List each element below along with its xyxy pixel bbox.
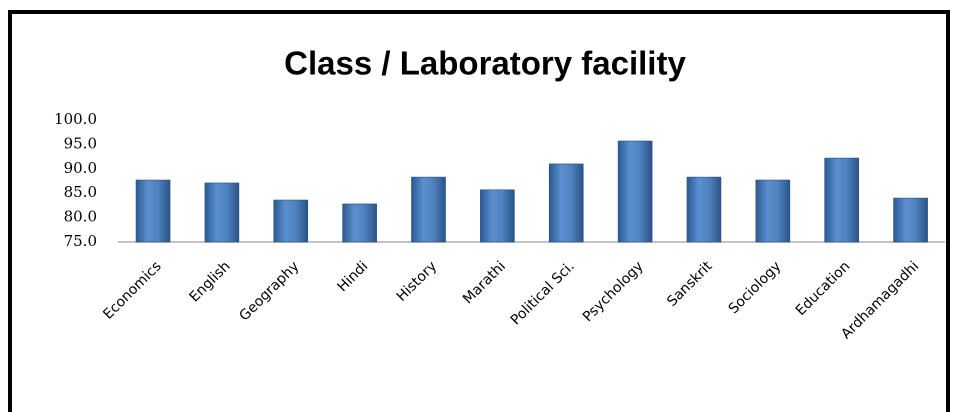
- chart-title: Class / Laboratory facility: [284, 45, 686, 82]
- y-tick-label: 100.0: [54, 110, 97, 128]
- bar: [480, 189, 515, 243]
- x-tick-label: Education: [793, 258, 854, 319]
- bar: [617, 140, 653, 243]
- bar: [135, 179, 171, 243]
- y-tick-label: 85.0: [64, 183, 97, 201]
- x-tick-label: Sociology: [726, 258, 785, 317]
- bar: [342, 203, 377, 243]
- y-tick-label: 95.0: [64, 134, 97, 152]
- y-tick-label: 90.0: [64, 159, 97, 177]
- bar: [686, 176, 722, 243]
- x-tick-label: English: [186, 258, 233, 305]
- x-tick-label: Political Sci.: [508, 258, 578, 328]
- x-tick-label: Psychology: [580, 258, 647, 325]
- y-tick-label: 80.0: [64, 208, 97, 226]
- bar: [273, 199, 309, 243]
- bar: [411, 176, 446, 243]
- x-tick-label: History: [394, 258, 441, 305]
- x-tick-label: Sanskrit: [664, 258, 716, 310]
- bar: [755, 179, 791, 243]
- bar: [548, 163, 584, 243]
- frame: [8, 10, 950, 412]
- bar: [204, 182, 240, 243]
- bar: [824, 157, 860, 243]
- y-tick-label: 75.0: [64, 232, 97, 250]
- x-tick-label: Hindi: [334, 258, 371, 295]
- x-tick-label: Marathi: [460, 258, 509, 307]
- bar: [893, 197, 928, 243]
- x-tick-label: Geography: [236, 258, 302, 324]
- x-tick-label: Economics: [100, 258, 164, 322]
